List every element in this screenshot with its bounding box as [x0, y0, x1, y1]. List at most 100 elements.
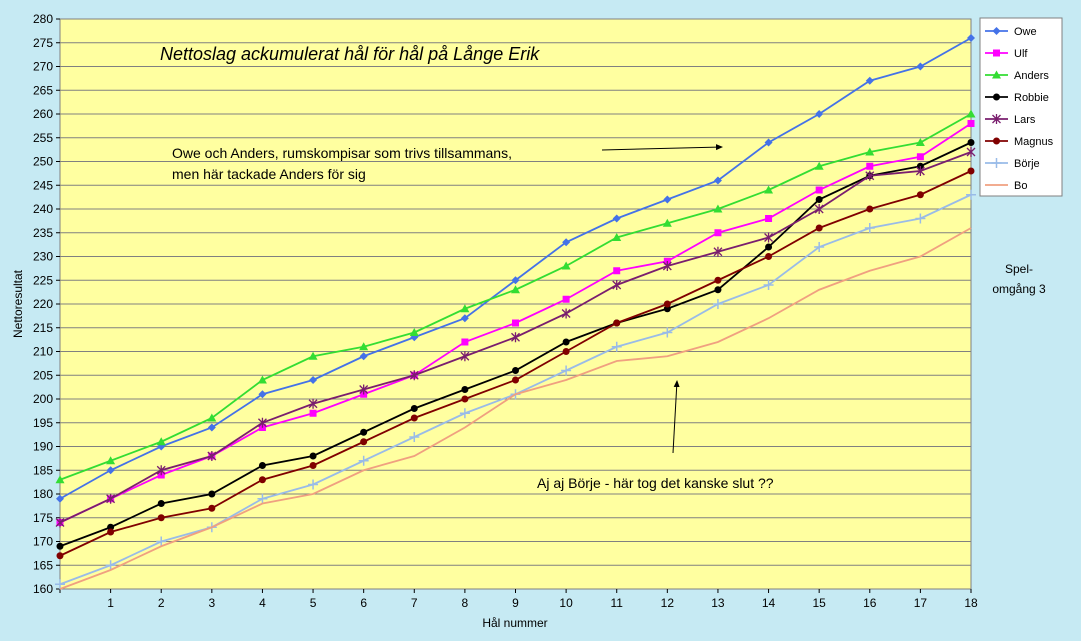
y-tick-label: 170: [33, 535, 53, 549]
x-tick-label: 16: [863, 596, 877, 610]
y-tick-label: 235: [33, 226, 53, 240]
y-tick-label: 265: [33, 83, 53, 97]
data-point: [865, 76, 874, 85]
data-point: [157, 500, 165, 507]
y-tick-label: 175: [33, 511, 53, 525]
data-point: [207, 413, 217, 422]
data-point: [309, 409, 317, 417]
data-point: [207, 451, 217, 461]
series-owe: [56, 34, 975, 503]
data-point: [208, 490, 216, 498]
data-point: [561, 261, 571, 270]
legend-label: Anders: [1014, 70, 1049, 82]
data-point: [764, 232, 774, 243]
annotation-owe-anders-line2: men här tackade Anders för sig: [172, 166, 366, 182]
y-axis-title: Nettoresultat: [11, 269, 25, 338]
data-point: [763, 280, 774, 290]
data-point: [967, 139, 975, 146]
y-axis: 160 165 170 175 180 185 190 195 200 205 210 215 220 2…: [33, 12, 60, 596]
legend-item-borje: Börje: [985, 158, 1040, 170]
round-label-line1: Spel-: [1005, 262, 1033, 276]
y-tick-label: 255: [33, 131, 53, 145]
data-point: [409, 370, 419, 381]
data-point: [360, 438, 368, 446]
data-point: [765, 215, 773, 222]
data-point: [107, 528, 115, 536]
data-point: [764, 185, 774, 194]
data-point: [765, 243, 773, 251]
data-point: [992, 70, 1001, 79]
data-point: [966, 189, 976, 200]
data-point: [713, 204, 723, 213]
y-tick-label: 210: [33, 345, 53, 359]
data-point: [993, 93, 1000, 101]
data-point: [562, 338, 570, 346]
data-point: [814, 161, 824, 170]
data-point: [512, 376, 519, 384]
data-point: [309, 452, 317, 460]
data-point: [561, 308, 571, 319]
data-point: [865, 147, 875, 156]
data-point: [663, 300, 671, 308]
data-point: [613, 319, 621, 327]
data-point: [915, 213, 926, 224]
series-lars: [55, 147, 976, 528]
data-point: [156, 536, 167, 547]
data-point: [993, 49, 1000, 57]
data-point: [967, 34, 975, 42]
legend-item-robbie: Robbie: [985, 92, 1049, 104]
data-point: [257, 493, 268, 504]
x-tick-label: 8: [462, 596, 469, 610]
data-point: [714, 276, 722, 284]
y-tick-label: 230: [33, 250, 53, 264]
round-label-line2: omgång 3: [992, 282, 1046, 296]
x-tick-label: 5: [310, 596, 317, 610]
data-point: [359, 342, 369, 351]
data-point: [866, 162, 874, 170]
data-point: [207, 423, 216, 432]
data-point: [764, 138, 773, 147]
y-tick-label: 260: [33, 107, 53, 121]
data-point: [359, 352, 368, 361]
x-tick-label: 11: [610, 596, 623, 610]
legend-label: Ulf: [1014, 48, 1028, 60]
legend-label: Bo: [1014, 180, 1027, 192]
data-point: [663, 195, 672, 204]
x-tick-label: 12: [661, 596, 675, 610]
data-point: [662, 327, 673, 338]
legend-item-ulf: Ulf: [985, 48, 1028, 60]
legend-item-lars: Lars: [985, 114, 1036, 126]
data-point: [156, 437, 166, 446]
data-point: [358, 455, 369, 466]
data-point: [511, 285, 520, 294]
data-point: [55, 579, 65, 590]
data-point: [511, 332, 520, 343]
data-point: [55, 475, 65, 484]
data-point: [993, 137, 1000, 145]
data-point: [611, 341, 622, 352]
data-point: [814, 204, 824, 214]
data-point: [713, 176, 722, 185]
data-point: [991, 158, 1002, 168]
data-point: [156, 465, 166, 476]
x-tick-label: 13: [711, 596, 725, 610]
chart-title: Nettoslag ackumulerat hål för hål på Lån…: [160, 44, 540, 64]
x-tick-label: 15: [812, 596, 826, 610]
data-point: [258, 476, 266, 484]
legend-item-owe: Owe: [985, 26, 1037, 38]
y-tick-label: 240: [33, 202, 53, 216]
y-tick-label: 205: [33, 368, 53, 382]
data-point: [56, 542, 64, 550]
data-point: [967, 167, 975, 175]
series-group: [55, 34, 976, 590]
data-point: [258, 462, 266, 469]
legend-item-magnus: Magnus: [985, 136, 1054, 148]
legend-item-bo: Bo: [985, 180, 1027, 192]
legend-item-anders: Anders: [985, 70, 1049, 82]
data-point: [56, 494, 64, 503]
data-point: [915, 138, 925, 146]
series-anders: [55, 109, 976, 484]
data-point: [409, 328, 419, 336]
y-tick-label: 195: [33, 416, 53, 430]
